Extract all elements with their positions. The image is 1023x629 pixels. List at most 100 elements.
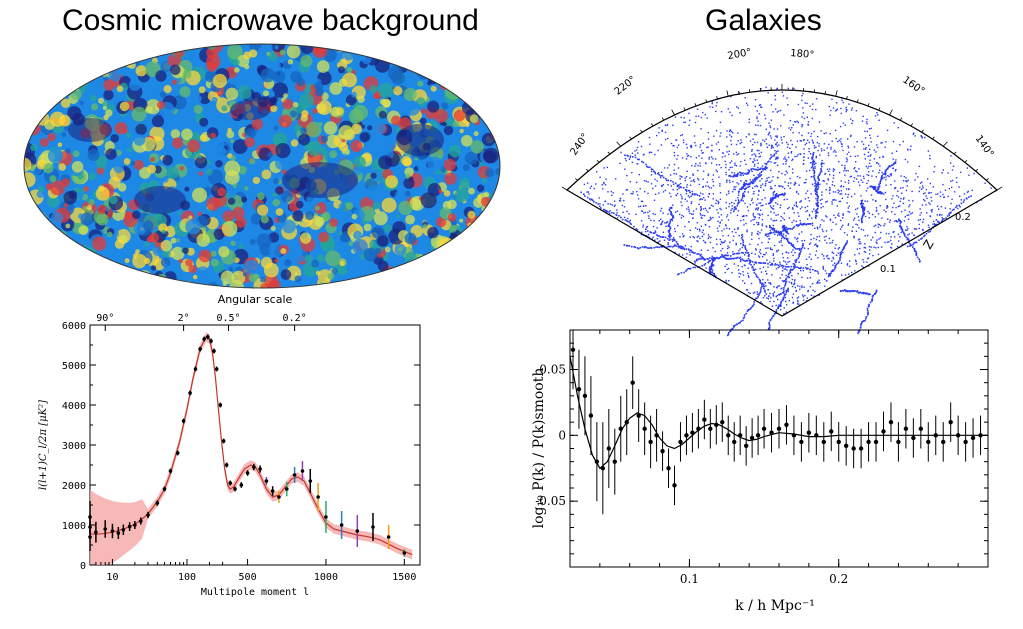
galaxy-point: [814, 190, 816, 192]
galaxy-point: [654, 232, 656, 234]
galaxy-point: [760, 184, 762, 187]
cmb-map-fluctuation: [444, 172, 457, 185]
galaxy-point: [878, 185, 881, 187]
cmb-map-fluctuation: [58, 230, 67, 239]
galaxy-point: [832, 170, 835, 172]
galaxy-point: [788, 281, 791, 283]
cmb-map-fluctuation: [286, 195, 295, 204]
cmb-map-fluctuation: [431, 262, 444, 275]
galaxy-point: [787, 208, 789, 210]
galaxy-point: [770, 297, 772, 299]
galaxy-point: [719, 222, 721, 224]
cmb-map-fluctuation: [102, 49, 112, 60]
cmb-map-fluctuation: [285, 216, 295, 226]
cmb-map-fluctuation: [333, 262, 345, 274]
galaxy-point: [635, 181, 638, 184]
cone-arc-tick: [596, 160, 600, 163]
cmb-map-fluctuation: [361, 131, 372, 142]
galaxy-point: [661, 246, 663, 248]
galaxy-point: [742, 174, 744, 176]
cmb-map-fluctuation: [31, 210, 48, 226]
galaxy-point: [759, 168, 762, 170]
cmb-map-fluctuation: [403, 196, 414, 207]
galaxy-point: [884, 172, 886, 175]
galaxy-point: [815, 193, 818, 196]
galaxy-point: [735, 186, 737, 188]
cmb-map-fluctuation: [160, 104, 167, 112]
galaxy-point: [787, 241, 790, 244]
cmb-map-fluctuation: [222, 145, 228, 151]
galaxy-point: [826, 168, 829, 170]
cmb-map-fluctuation: [412, 89, 428, 105]
galaxy-point: [733, 210, 735, 213]
galaxy-point: [711, 150, 713, 152]
cmb-map-fluctuation: [369, 85, 378, 94]
cmb-map-fluctuation: [37, 95, 47, 106]
galaxy-point: [664, 189, 666, 192]
galaxy-point: [661, 129, 663, 131]
galaxy-point: [806, 116, 808, 118]
galaxy-point: [829, 114, 831, 116]
cmb-map-fluctuation: [242, 88, 256, 102]
cmb-map-fluctuation: [414, 165, 420, 172]
galaxy-point: [627, 220, 629, 223]
galaxy-point: [737, 190, 740, 192]
galaxy-point: [739, 188, 742, 190]
galaxy-point: [744, 264, 746, 267]
galaxy-point: [729, 129, 732, 132]
galaxy-point: [825, 201, 827, 203]
galaxy-point: [775, 230, 778, 232]
galaxy-point: [684, 179, 686, 182]
galaxy-point: [960, 202, 963, 205]
galaxy-point: [781, 139, 783, 141]
galaxy-point: [939, 191, 942, 193]
galaxy-point: [780, 265, 783, 267]
galaxy-point: [672, 216, 675, 219]
galaxy-point: [767, 92, 769, 94]
galaxy-point: [782, 225, 784, 227]
galaxy-point: [716, 170, 718, 173]
cmb-map-fluctuation: [316, 60, 330, 73]
galaxy-point: [919, 186, 921, 189]
galaxy-point: [803, 156, 805, 158]
galaxy-point: [735, 175, 737, 177]
galaxy-point: [806, 297, 808, 299]
galaxy-point: [709, 267, 712, 270]
galaxy-point: [844, 289, 846, 292]
cmb-map-fluctuation: [257, 192, 265, 200]
cmb-map-fluctuation: [72, 220, 86, 235]
cmb-map-fluctuation: [343, 129, 355, 141]
galaxy-point: [802, 92, 804, 95]
cone-arc-tick: [640, 129, 643, 133]
cmb-map-fluctuation: [339, 142, 349, 152]
galaxy-point: [776, 135, 778, 137]
galaxy-point: [741, 187, 744, 189]
galaxy-point: [690, 180, 692, 182]
galaxy-point: [735, 323, 738, 326]
galaxy-point: [699, 237, 701, 240]
cmb-map-fluctuation: [269, 160, 282, 174]
cmb-map-fluctuation: [174, 47, 185, 58]
cmb-map-fluctuation: [331, 105, 345, 118]
cmb-map-fluctuation: [124, 210, 134, 220]
cmb-map-fluctuation: [159, 91, 167, 98]
galaxy-point: [668, 209, 671, 212]
galaxy-point: [746, 294, 748, 297]
cmb-map-fluctuation: [359, 153, 373, 167]
galaxy-point: [833, 199, 836, 201]
galaxy-point: [761, 303, 763, 305]
cmb-map-fluctuation: [367, 125, 373, 131]
galaxy-point: [728, 246, 730, 249]
galaxy-point: [635, 228, 637, 230]
galaxy-point: [770, 211, 772, 213]
galaxy-point: [707, 146, 709, 148]
galaxy-point: [657, 241, 660, 243]
galaxy-point: [777, 157, 779, 159]
galaxy-point: [768, 132, 770, 135]
cmb-map-fluctuation: [480, 98, 486, 104]
galaxy-point: [744, 254, 746, 256]
galaxy-point: [873, 225, 875, 227]
cmb-map-fluctuation: [123, 158, 131, 165]
galaxy-point: [888, 241, 890, 243]
galaxy-point: [654, 213, 656, 216]
